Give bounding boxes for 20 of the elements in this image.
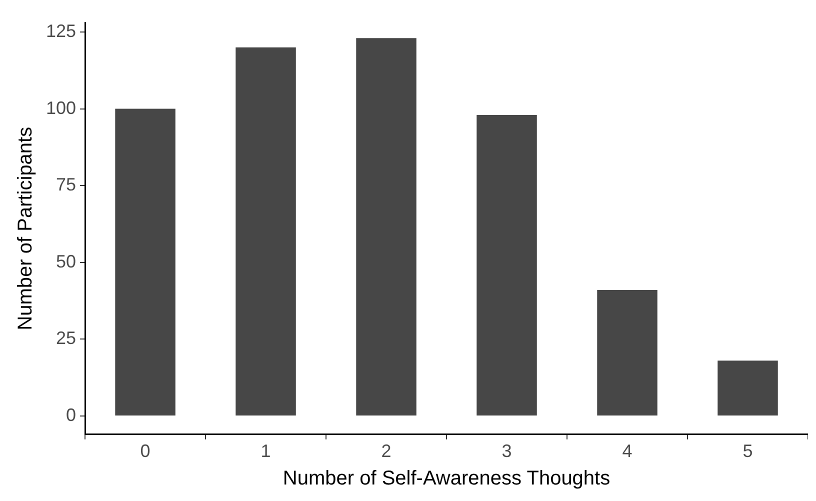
bar [476,114,537,416]
bar [597,290,658,416]
y-tick-label: 125 [46,20,76,41]
x-tick-label: 1 [260,441,271,462]
y-tick-label: 100 [46,98,76,118]
x-tick-label: 5 [742,441,753,462]
x-tick-label: 3 [502,441,512,462]
bar [718,360,778,416]
x-tick-label: 0 [140,441,150,462]
y-tick-label: 0 [66,404,76,425]
y-tick-label: 75 [56,174,76,195]
x-axis-title: Number of Self-Awareness Thoughts [282,468,610,490]
bar [236,47,296,416]
x-tick-label: 4 [622,441,632,462]
y-tick-label: 25 [56,328,76,348]
y-tick-label: 50 [56,251,76,272]
y-axis-title: Number of Participants [14,126,37,330]
bar [356,38,416,416]
x-tick-label: 2 [381,441,392,462]
bar [115,108,176,416]
